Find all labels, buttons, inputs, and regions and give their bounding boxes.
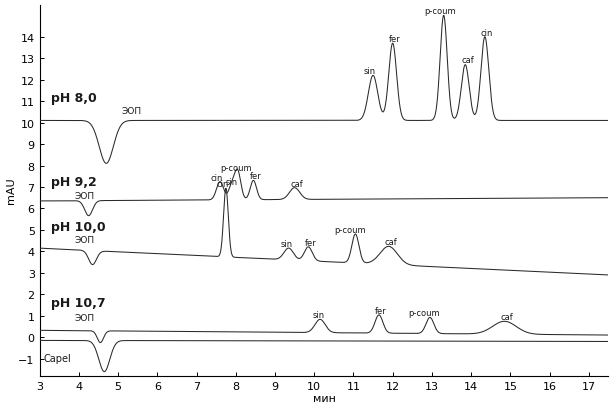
Text: ЭОП: ЭОП: [75, 235, 95, 244]
Text: caf: caf: [500, 312, 513, 321]
Text: sin: sin: [281, 239, 293, 248]
Text: caf: caf: [461, 56, 474, 65]
Text: cin: cin: [210, 173, 223, 182]
Text: sin: sin: [226, 177, 238, 186]
Text: caf: caf: [290, 179, 303, 188]
Text: Capel: Capel: [44, 353, 71, 363]
Text: pH 10,0: pH 10,0: [52, 220, 106, 233]
Text: cin: cin: [216, 180, 228, 189]
Text: fer: fer: [375, 306, 387, 315]
Text: sin: sin: [363, 67, 375, 76]
Text: fer: fer: [305, 238, 316, 247]
X-axis label: мин: мин: [313, 393, 335, 403]
Text: sin: sin: [313, 310, 324, 319]
Text: pH 10,7: pH 10,7: [52, 297, 106, 309]
Text: fer: fer: [389, 34, 400, 43]
Text: p-coum: p-coum: [424, 7, 456, 16]
Text: caf: caf: [385, 238, 398, 247]
Text: p-coum: p-coum: [408, 308, 440, 317]
Text: cin: cin: [481, 29, 493, 38]
Y-axis label: mAU: mAU: [6, 178, 15, 204]
Text: ЭОП: ЭОП: [75, 313, 95, 322]
Text: fer: fer: [249, 172, 261, 181]
Text: pH 9,2: pH 9,2: [52, 175, 97, 189]
Text: p-coum: p-coum: [334, 225, 365, 234]
Text: ЭОП: ЭОП: [122, 107, 142, 116]
Text: ЭОП: ЭОП: [75, 191, 95, 200]
Text: pH 8,0: pH 8,0: [52, 92, 97, 105]
Text: p-coum: p-coum: [220, 163, 252, 172]
